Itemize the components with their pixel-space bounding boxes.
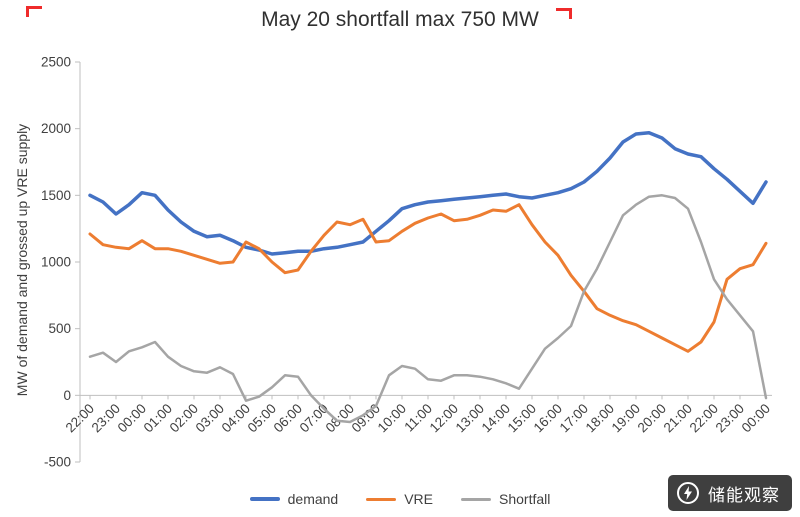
series-line-vre	[88, 203, 768, 353]
svg-text:-500: -500	[44, 455, 71, 470]
svg-text:21:00: 21:00	[661, 401, 696, 436]
legend-swatch-vre	[366, 497, 397, 501]
legend-item-vre: VRE	[366, 491, 433, 507]
chart-title: May 20 shortfall max 750 MW	[261, 8, 539, 31]
crop-mark-top-right	[556, 8, 572, 19]
svg-text:12:00: 12:00	[427, 401, 462, 436]
svg-text:16:00: 16:00	[531, 401, 566, 436]
svg-text:05:00: 05:00	[245, 401, 280, 436]
svg-text:14:00: 14:00	[479, 401, 514, 436]
crop-mark-top-left	[26, 6, 42, 17]
legend-swatch-demand	[249, 497, 280, 501]
legend: demand VRE Shortfall	[0, 491, 800, 507]
svg-text:15:00: 15:00	[505, 401, 540, 436]
svg-text:1500: 1500	[41, 188, 71, 203]
svg-text:18:00: 18:00	[583, 401, 618, 436]
svg-text:09:00: 09:00	[349, 401, 384, 436]
svg-text:00:00: 00:00	[739, 401, 774, 436]
svg-text:06:00: 06:00	[271, 401, 306, 436]
svg-text:1000: 1000	[41, 255, 71, 270]
watermark: 储能观察	[668, 475, 792, 511]
svg-text:22:00: 22:00	[687, 401, 722, 436]
svg-text:02:00: 02:00	[167, 401, 202, 436]
watermark-text: 储能观察	[708, 485, 780, 505]
svg-text:03:00: 03:00	[193, 401, 228, 436]
svg-text:2500: 2500	[41, 55, 71, 70]
series-line-shortfall	[88, 194, 768, 424]
svg-text:04:00: 04:00	[219, 401, 254, 436]
svg-text:07:00: 07:00	[297, 401, 332, 436]
legend-swatch-shortfall	[461, 497, 492, 501]
svg-text:20:00: 20:00	[635, 401, 670, 436]
svg-text:0: 0	[63, 388, 71, 403]
legend-item-shortfall: Shortfall	[461, 491, 550, 507]
svg-text:13:00: 13:00	[453, 401, 488, 436]
legend-label-demand: demand	[287, 491, 339, 507]
svg-text:2000: 2000	[41, 121, 71, 136]
svg-text:19:00: 19:00	[609, 401, 644, 436]
svg-text:23:00: 23:00	[89, 401, 124, 436]
y-axis-title: MW of demand and grossed up VRE supply	[14, 123, 30, 397]
legend-label-vre: VRE	[404, 491, 434, 507]
svg-text:00:00: 00:00	[115, 401, 150, 436]
legend-item-demand: demand	[249, 491, 339, 507]
svg-text:23:00: 23:00	[713, 401, 748, 436]
legend-label-shortfall: Shortfall	[499, 491, 551, 507]
svg-text:08:00: 08:00	[323, 401, 358, 436]
watermark-logo-icon	[676, 481, 700, 505]
svg-text:10:00: 10:00	[375, 401, 410, 436]
svg-text:17:00: 17:00	[557, 401, 592, 436]
svg-text:500: 500	[48, 321, 71, 336]
svg-text:01:00: 01:00	[141, 401, 176, 436]
series-line-demand	[88, 130, 768, 256]
